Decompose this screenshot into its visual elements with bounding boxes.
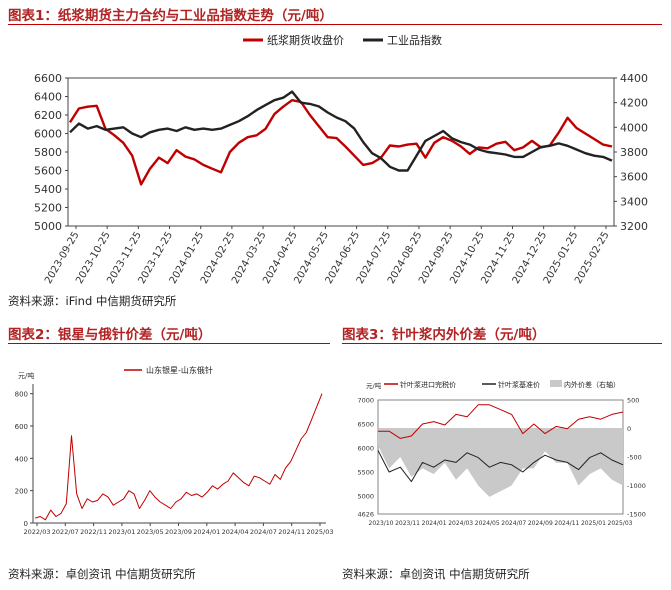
fig3-title: 图表3：针叶浆内外价差（元/吨） — [342, 327, 546, 343]
fig2-legend-label: 山东银星-山东俄针 — [146, 365, 213, 375]
fig2-legend: 山东银星-山东俄针 — [124, 365, 213, 375]
fig3-x-tick-label: 2023/11 — [395, 520, 420, 527]
fig3-x-tick-label: 2024/07 — [501, 520, 526, 527]
fig3-x-tick-label: 2025/03 — [608, 520, 633, 527]
fig1-y-right-tick-label: 3800 — [620, 146, 648, 159]
fig3-legend-import: 针叶浆进口完税价 — [400, 380, 456, 389]
fig2-x-tick-label: 2023/05 — [137, 528, 164, 536]
fig2-title-rule — [8, 343, 330, 344]
fig1-y-left-tick-label: 6400 — [34, 91, 62, 104]
fig3-x-tick-label: 2024/03 — [448, 520, 473, 527]
fig1-y-left-tick-label: 5800 — [34, 146, 62, 159]
fig1-y-right-tick-label: 3400 — [620, 195, 648, 208]
fig3-legend-spread: 内外价差（右轴） — [564, 380, 620, 389]
fig1-y-left-tick-label: 5400 — [34, 183, 62, 196]
fig3-source: 资料来源：卓创资讯 中信期货研究所 — [342, 567, 530, 581]
fig3-chart: 针叶浆进口完税价 针叶浆基准价 内外价差（右轴） 元/吨 7000 6500 600… — [357, 380, 646, 527]
fig1-y-right-tick-label: 4000 — [620, 121, 648, 134]
fig3-legend-swatch-spread — [550, 380, 562, 387]
fig2-unit: 元/吨 — [18, 371, 34, 380]
fig1-y-right-tick-label: 3200 — [620, 220, 648, 233]
fig3-title-rule — [342, 343, 662, 344]
fig3-x-tick-label: 2024/11 — [554, 520, 579, 527]
fig1-y-left-tick-label: 5200 — [34, 202, 62, 215]
fig1-y-right-tick-label: 4400 — [620, 72, 648, 85]
fig2-y-tick-label: 200 — [15, 488, 28, 496]
fig3-series-benchmark-line — [377, 450, 624, 483]
fig2-y-tick-label: 0 — [24, 520, 28, 528]
fig1-title: 图表1：纸浆期货主力合约与工业品指数走势（元/吨） — [8, 8, 333, 24]
fig3-y-right-tick-label: -1500 — [627, 511, 646, 519]
fig3-y-right-tick-label: 500 — [627, 397, 639, 405]
fig2-x-tick-label: 2022/11 — [80, 528, 107, 536]
fig2-x-tick-label: 2023/01 — [108, 528, 135, 536]
fig1-y-left-tick-label: 6600 — [34, 72, 62, 85]
fig1-y-left-tick-label: 5600 — [34, 165, 62, 178]
fig3-y-left-tick-label: 6000 — [357, 445, 374, 453]
fig1-y-left-tick-label: 5000 — [34, 220, 62, 233]
fig3-legend: 针叶浆进口完税价 针叶浆基准价 内外价差（右轴） — [384, 380, 620, 389]
fig1-source: 资料来源：iFind 中信期货研究所 — [8, 294, 177, 308]
fig3-y-left-tick-label: 6500 — [357, 421, 374, 429]
fig3-series-import-line — [378, 404, 624, 439]
fig2-title: 图表2：银星与俄针价差（元/吨） — [8, 327, 212, 343]
fig1-legend: 纸浆期货收盘价 工业品指数 — [243, 33, 442, 47]
fig3-x-tick-label: 2025/01 — [581, 520, 606, 527]
fig3-y-right-tick-label: -500 — [627, 454, 642, 462]
fig3-y-left-tick-label: 5500 — [357, 469, 374, 477]
fig2-x-tick-label: 2025/03 — [306, 528, 333, 536]
fig3-y-right-tick-label: -1000 — [627, 482, 646, 490]
fig1-series-industrial-line — [69, 90, 613, 172]
fig2-x-tick-label: 2024/11 — [278, 528, 305, 536]
fig2-x-tick-label: 2022/07 — [52, 528, 79, 536]
fig2-x-tick-label: 2023/09 — [165, 528, 192, 536]
fig2-source: 资料来源：卓创资讯 中信期货研究所 — [8, 567, 196, 581]
fig1-x-tick-label: 2025-02-25 — [573, 230, 612, 286]
fig1-y-left-tick-label: 6000 — [34, 128, 62, 141]
fig1-title-rule — [8, 24, 662, 25]
fig1-legend-paper: 纸浆期货收盘价 — [267, 33, 344, 47]
fig3-y-right-tick-label: 0 — [627, 425, 631, 433]
fig2-series-line — [34, 393, 323, 521]
fig3-legend-benchmark: 针叶浆基准价 — [498, 380, 540, 389]
fig1-series-paper-line — [68, 98, 613, 186]
fig1-chart: 纸浆期货收盘价 工业品指数 6600 6400 6200 6000 5800 5600 54… — [34, 33, 648, 286]
fig2-y-tick-label: 800 — [15, 391, 28, 399]
fig2-y-tick-label: 600 — [15, 423, 28, 431]
fig3-x-tick-label: 2024/05 — [475, 520, 500, 527]
fig3-y-left-tick-label: 7000 — [357, 397, 374, 405]
fig1-y-right-tick-label: 4200 — [620, 97, 648, 110]
fig3-x-tick-label: 2024/09 — [528, 520, 553, 527]
fig3-unit: 元/吨 — [366, 381, 382, 390]
fig3-x-tick-label: 2023/10 — [369, 520, 394, 527]
fig1-y-right-tick-label: 3600 — [620, 171, 648, 184]
fig2-x-tick-label: 2022/03 — [23, 528, 50, 536]
fig3-x-tick-label: 2024/01 — [422, 520, 447, 527]
fig2-y-tick-label: 400 — [15, 455, 28, 463]
fig1-y-left-tick-label: 6200 — [34, 109, 62, 122]
fig3-y-left-tick-label: 5000 — [357, 493, 374, 501]
fig3-y-left-tick-label: 4626 — [357, 511, 374, 519]
fig2-x-tick-label: 2024/01 — [193, 528, 220, 536]
fig2-x-tick-label: 2024/04 — [222, 528, 249, 536]
fig1-legend-industrial: 工业品指数 — [387, 33, 442, 47]
fig2-x-tick-label: 2024/07 — [250, 528, 277, 536]
